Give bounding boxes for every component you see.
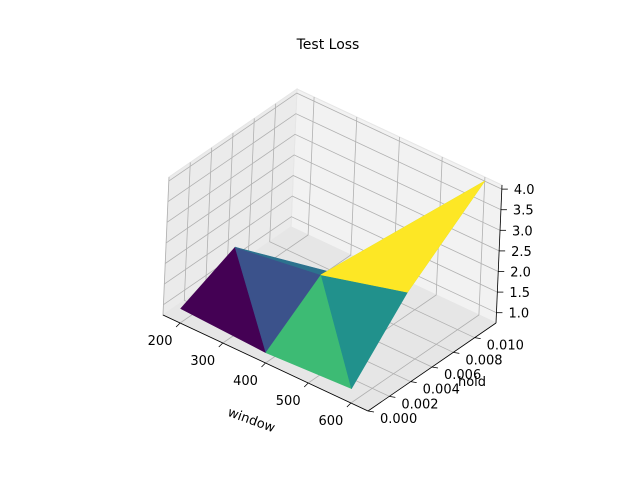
x-tick-label: 600 [319,414,344,429]
z-tick-label: 1.5 [509,286,530,301]
z-axis-line [495,184,503,324]
z-tick-label: 4.0 [514,183,535,198]
y-tick-label: 0.002 [401,397,438,412]
z-gridline [167,113,502,211]
z-gridline [163,216,497,314]
y-tick-mark [453,351,460,354]
z-tick-label: 3.5 [513,204,534,219]
x-tick-mark [261,362,266,368]
x-tick-mark [218,342,224,348]
x-tick-label: 400 [233,374,258,389]
z-gridline [166,133,501,231]
y-axis-label: hold [458,375,486,390]
x-tick-mark [175,322,181,328]
y-tick-label: 0.008 [465,353,502,368]
axis-lines [162,184,508,413]
chart-title: Test Loss [296,37,360,53]
y-tick-label: 0.004 [423,383,460,398]
z-tick-label: 3.0 [512,224,533,239]
y-tick-mark [367,410,375,413]
y-tick-label: 0.010 [487,339,524,354]
z-tick-label: 2.0 [510,266,531,281]
y-gridline [269,103,475,339]
y-tick-mark [431,366,439,369]
tick-labels: 200 300 400 500 600 0.0000.0020.0040.0060.008… [148,183,535,429]
surface-face-6 [320,180,486,293]
z-tick-label: 2.5 [511,245,532,260]
z-gridline [168,92,502,190]
x-tick-label: 200 [148,334,173,349]
x-tick-mark [346,402,352,408]
z-tick-label: 1.0 [508,307,529,322]
y-tick-mark [474,337,481,340]
y-tick-label: 0.000 [380,412,417,427]
y-tick-label: 0.006 [444,368,481,383]
x-tick-mark [303,382,309,388]
surface-plot [180,180,486,389]
x-tick-label: 300 [190,354,215,369]
x-tick-label: 500 [276,394,301,409]
y-tick-mark [389,395,396,398]
y-tick-mark [410,381,417,384]
